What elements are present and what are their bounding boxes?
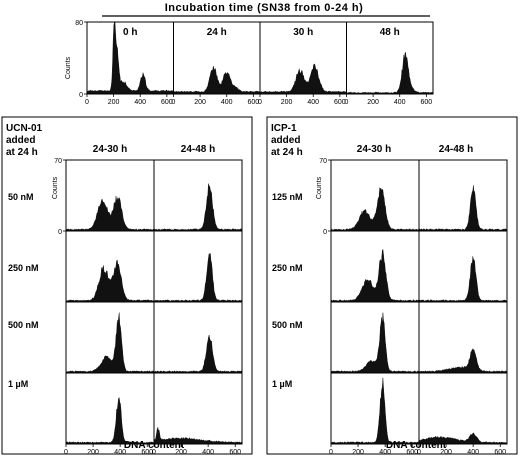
- x-tick-label: 0: [258, 99, 262, 106]
- x-tick-label: 0: [85, 99, 89, 106]
- left-histogram: [153, 252, 243, 303]
- x-tick-label: 600: [248, 99, 260, 106]
- top-histogram-label: 48 h: [380, 27, 400, 38]
- top-panel: Incubation time (SN38 from 0-24 h) Count…: [65, 2, 430, 79]
- x-tick-label: 200: [108, 99, 120, 106]
- top-histogram-label: 30 h: [293, 27, 313, 38]
- right-histogram: [330, 312, 420, 374]
- top-histogram: [86, 21, 174, 95]
- top-histogram-label: 24 h: [207, 27, 227, 38]
- left-histogram: [65, 259, 155, 303]
- x-tick-label: 600: [141, 449, 153, 456]
- left-row-label: 500 nM: [8, 320, 39, 330]
- right-ylabel: Counts: [316, 176, 323, 199]
- top-histogram: [173, 65, 261, 95]
- x-tick-label: 600: [421, 99, 433, 106]
- x-tick-label: 200: [352, 449, 364, 456]
- top-histogram-label: 0 h: [123, 27, 137, 38]
- x-tick-label: 400: [114, 449, 126, 456]
- left-ylabel: Counts: [52, 176, 59, 199]
- left-row-label: 1 µM: [8, 379, 28, 389]
- right-column-header-1: 24-30 h: [357, 144, 391, 155]
- x-tick-label: 200: [281, 99, 293, 106]
- left-drug-label-3: at 24 h: [6, 147, 38, 158]
- x-tick-label: 400: [467, 449, 479, 456]
- x-tick-label: 400: [134, 99, 146, 106]
- right-panel: ICP-1 added at 24 h 24-30 h 24-48 h DNA …: [266, 116, 518, 455]
- left-column-header-1: 24-30 h: [93, 144, 127, 155]
- x-tick-label: 0: [345, 99, 349, 106]
- x-tick-label: 600: [406, 449, 418, 456]
- right-drug-label-3: at 24 h: [271, 147, 303, 158]
- histogram-plots: 0 h 0 200 400 600 24 h 0 200 400 600 30 h 0 200 400 60…: [54, 20, 508, 456]
- y-tick-label: 70: [319, 158, 327, 165]
- x-tick-label: 200: [175, 449, 187, 456]
- left-histogram: [153, 426, 243, 445]
- right-xlabel: DNA content: [386, 440, 447, 451]
- x-tick-label: 0: [329, 449, 333, 456]
- top-histogram: [346, 51, 434, 95]
- x-tick-label: 0: [172, 99, 176, 106]
- y-tick-label: 0: [79, 92, 83, 99]
- left-histogram: [65, 312, 155, 374]
- x-tick-label: 0: [64, 449, 68, 456]
- x-tick-label: 600: [494, 449, 506, 456]
- y-tick-label: 0: [58, 229, 62, 236]
- x-tick-label: 200: [367, 99, 379, 106]
- left-panel: UCN-01 added at 24 h 24-30 h 24-48 h DNA…: [1, 116, 253, 455]
- right-histogram: [418, 348, 508, 374]
- x-tick-label: 200: [87, 449, 99, 456]
- x-tick-label: 0: [417, 449, 421, 456]
- left-row-label: 250 nM: [8, 263, 39, 273]
- x-tick-label: 400: [221, 99, 233, 106]
- x-tick-label: 400: [379, 449, 391, 456]
- x-tick-label: 0: [152, 449, 156, 456]
- right-drug-label-2: added: [271, 135, 300, 146]
- y-tick-label: 70: [54, 158, 62, 165]
- right-panel-frame: [266, 116, 518, 455]
- right-row-label: 1 µM: [272, 379, 292, 389]
- right-row-label: 500 nM: [272, 320, 303, 330]
- right-histogram: [330, 187, 420, 232]
- right-histogram: [418, 256, 508, 303]
- x-tick-label: 200: [194, 99, 206, 106]
- top-ylabel: Counts: [65, 56, 72, 79]
- top-title: Incubation time (SN38 from 0-24 h): [165, 2, 364, 14]
- right-row-labels: 125 nM 250 nM 500 nM 1 µM: [272, 192, 303, 389]
- x-tick-label: 400: [307, 99, 319, 106]
- right-histogram: [330, 248, 420, 303]
- left-histogram: [65, 196, 155, 232]
- right-histogram: [418, 185, 508, 232]
- y-tick-label: 80: [75, 20, 83, 27]
- left-row-labels: 50 nM 250 nM 500 nM 1 µM: [8, 192, 39, 389]
- top-histogram: [259, 63, 347, 95]
- x-tick-label: 400: [202, 449, 214, 456]
- left-histogram: [65, 396, 155, 445]
- left-panel-frame: [1, 116, 253, 455]
- left-column-header-2: 24-48 h: [181, 144, 215, 155]
- x-tick-label: 200: [440, 449, 452, 456]
- left-histogram: [153, 183, 243, 232]
- left-drug-label-1: UCN-01: [6, 123, 43, 134]
- x-tick-label: 600: [161, 99, 173, 106]
- y-tick-label: 0: [323, 229, 327, 236]
- right-row-label: 125 nM: [272, 192, 303, 202]
- x-tick-label: 400: [394, 99, 406, 106]
- left-row-label: 50 nM: [8, 192, 34, 202]
- left-drug-label-2: added: [6, 135, 35, 146]
- right-column-header-2: 24-48 h: [439, 144, 473, 155]
- x-tick-label: 600: [229, 449, 241, 456]
- right-row-label: 250 nM: [272, 263, 303, 273]
- right-drug-label-1: ICP-1: [271, 123, 297, 134]
- right-histogram: [330, 377, 420, 445]
- right-histogram: [418, 432, 508, 445]
- x-tick-label: 600: [334, 99, 346, 106]
- left-histogram: [153, 334, 243, 374]
